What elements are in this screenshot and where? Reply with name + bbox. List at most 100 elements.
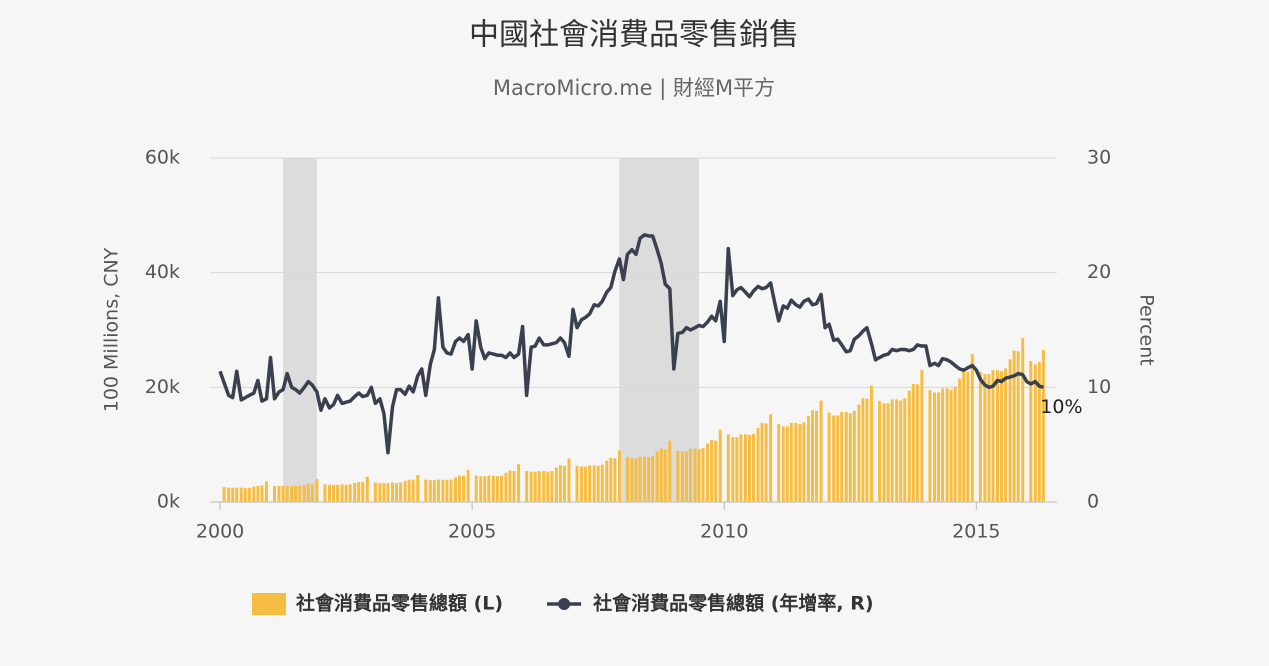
- bar: [643, 456, 647, 502]
- bar: [806, 416, 810, 502]
- bar: [416, 475, 420, 502]
- bar: [701, 448, 705, 502]
- bar: [542, 471, 546, 502]
- bar: [294, 485, 298, 502]
- bar: [983, 374, 987, 502]
- bar: [428, 480, 432, 502]
- bar: [937, 392, 941, 502]
- bar: [512, 471, 516, 502]
- bar: [1033, 364, 1037, 502]
- y-tick-label: 20k: [145, 376, 180, 398]
- bar: [499, 475, 503, 502]
- bar: [978, 371, 982, 502]
- bar: [659, 448, 663, 502]
- bar: [466, 469, 470, 502]
- bar: [920, 370, 924, 502]
- bar: [474, 475, 478, 502]
- bar: [769, 414, 773, 502]
- bar: [554, 467, 558, 502]
- bar: [760, 422, 764, 502]
- bar: [327, 484, 331, 502]
- bar: [445, 480, 449, 502]
- y-tick-label: 60k: [145, 147, 180, 169]
- bar: [562, 465, 566, 502]
- bar: [718, 429, 722, 502]
- bar: [517, 464, 521, 502]
- bar: [365, 476, 369, 502]
- bar: [928, 390, 932, 502]
- bar: [693, 448, 697, 502]
- legend-label: 社會消費品零售總額 (L): [295, 592, 503, 615]
- bar: [865, 398, 869, 502]
- x-tick-label: 2015: [952, 521, 1000, 543]
- bar: [504, 472, 508, 502]
- bar: [1012, 350, 1016, 502]
- bar: [688, 448, 692, 502]
- bar: [1008, 359, 1012, 502]
- bar: [596, 465, 600, 502]
- bar: [533, 471, 537, 502]
- bar: [915, 384, 919, 502]
- bar: [529, 471, 533, 502]
- bar: [987, 374, 991, 502]
- bar: [890, 399, 894, 502]
- bar: [378, 483, 382, 502]
- bar: [231, 487, 235, 502]
- bar: [991, 370, 995, 502]
- bar: [441, 479, 445, 502]
- bar: [1041, 350, 1045, 502]
- y2-tick-label: 30: [1087, 147, 1111, 169]
- bar: [903, 398, 907, 502]
- bar: [239, 487, 243, 502]
- bar: [353, 483, 357, 502]
- bar: [895, 399, 899, 502]
- bar: [1000, 371, 1004, 502]
- bar: [302, 484, 306, 502]
- bar: [281, 485, 285, 502]
- bar: [277, 485, 281, 502]
- legend-swatch: [252, 593, 286, 615]
- bar: [676, 450, 680, 502]
- bar: [647, 457, 651, 502]
- bar: [332, 484, 336, 502]
- bar: [886, 403, 890, 502]
- chart-subtitle: MacroMicro.me | 財經M平方: [493, 76, 775, 101]
- bar: [454, 477, 458, 502]
- bar: [878, 401, 882, 502]
- bar: [550, 471, 554, 502]
- bar: [336, 484, 340, 502]
- bar: [491, 475, 495, 502]
- bar: [449, 479, 453, 502]
- x-tick-label: 2000: [196, 521, 244, 543]
- bar: [747, 434, 751, 502]
- bar: [764, 423, 768, 502]
- bar: [462, 475, 466, 502]
- bar: [479, 476, 483, 502]
- bar: [1021, 338, 1025, 502]
- legend-label: 社會消費品零售總額 (年增率, R): [592, 592, 873, 615]
- bar: [802, 422, 806, 502]
- bar: [256, 485, 260, 502]
- bar: [907, 390, 911, 502]
- bar: [777, 424, 781, 502]
- bar: [996, 370, 1000, 502]
- bar: [344, 484, 348, 502]
- bar: [794, 422, 798, 502]
- bar: [684, 451, 688, 502]
- bar: [663, 449, 667, 502]
- y2-tick-label: 0: [1087, 491, 1099, 513]
- bar: [357, 481, 361, 502]
- bar: [483, 476, 487, 502]
- bar: [605, 460, 609, 502]
- bar: [751, 433, 755, 502]
- bar: [592, 465, 596, 502]
- y-axis-label: 100 Millions, CNY: [101, 247, 123, 412]
- bar: [403, 480, 407, 502]
- bar: [798, 424, 802, 502]
- bar: [651, 456, 655, 502]
- bar: [399, 482, 403, 502]
- bar: [680, 451, 684, 502]
- bar: [836, 415, 840, 502]
- bar: [407, 479, 411, 502]
- chart-title: 中國社會消費品零售銷售: [469, 18, 799, 53]
